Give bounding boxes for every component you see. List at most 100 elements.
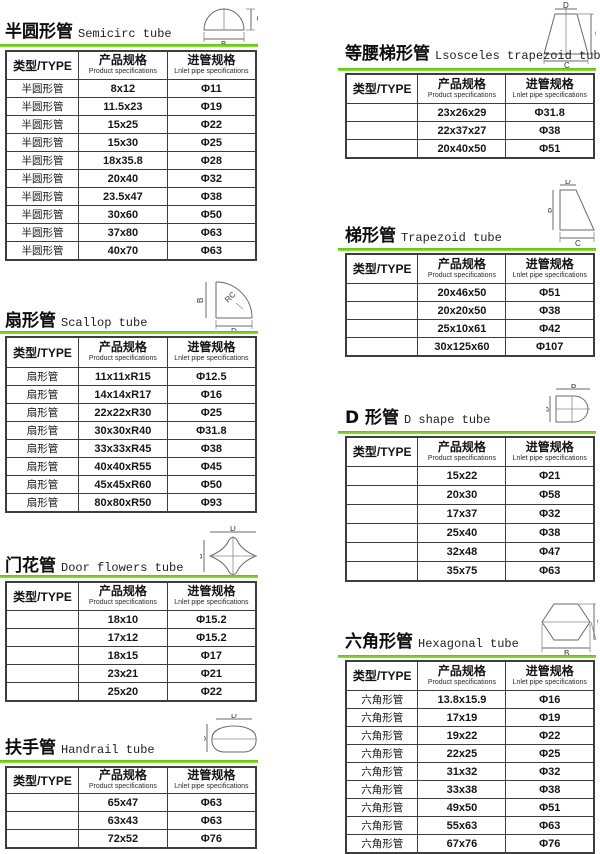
dim-label-d: D (230, 526, 236, 533)
table-row: 扇形管 33x33xR45 Φ38 (5, 439, 257, 458)
table-header-row: 类型/TYPE 产品规格 Product specifications 进管规格 L… (345, 436, 595, 467)
dim-label-b: B (196, 298, 205, 303)
cell-inlet: Φ16 (505, 690, 595, 709)
cell-spec: 80x80xR50 (78, 493, 168, 513)
table-row: 扇形管 45x45xR60 Φ50 (5, 475, 257, 494)
col-inlet-header: 进管规格 Lnlet pipe specifications (505, 253, 595, 284)
table-row: 半圆形管 40x70 Φ63 (5, 241, 257, 261)
cell-spec: 18x15 (78, 646, 168, 665)
cell-type (345, 139, 419, 159)
table-row: 半圆形管 30x60 Φ50 (5, 205, 257, 224)
cell-spec: 14x14xR17 (78, 385, 168, 404)
table-row: 23x26x29 Φ31.8 (345, 103, 595, 122)
cell-inlet: Φ19 (505, 708, 595, 727)
table-row: 半圆形管 37x80 Φ63 (5, 223, 257, 242)
cell-type (345, 466, 419, 486)
col-inlet-header: 进管规格 Lnlet pipe specifications (505, 660, 595, 691)
section-title-d-shape: D 形管 D shape tube (345, 408, 491, 428)
cell-type: 六角形管 (345, 834, 419, 854)
cell-spec: 22x25 (417, 744, 507, 763)
table-row: 35x75 Φ63 (345, 561, 595, 582)
d-shape-diagram: B D (546, 384, 590, 423)
handrail-table: 类型/TYPE 产品规格 Product specifications 进管规格 L… (5, 766, 257, 849)
cell-spec: 15x30 (78, 133, 168, 152)
dim-label-d: D (565, 180, 571, 186)
cell-type: 扇形管 (5, 385, 79, 404)
cell-spec: 32x48 (417, 542, 507, 562)
table-row: 六角形管 33x38 Φ38 (345, 780, 595, 799)
cell-type: 半圆形管 (5, 133, 79, 152)
table-row: 半圆形管 8x12 Φ11 (5, 79, 257, 98)
table-header-row: 类型/TYPE 产品规格 Product specifications 进管规格 L… (5, 766, 257, 794)
table-row: 18x10 Φ15.2 (5, 610, 257, 629)
table-header-row: 类型/TYPE 产品规格 Product specifications 进管规格 L… (345, 253, 595, 284)
cell-spec: 33x33xR45 (78, 439, 168, 458)
cell-type (345, 523, 419, 543)
table-body: 六角形管 13.8x15.9 Φ16 六角形管 17x19 Φ19 六角形管 19x22 Φ22… (345, 690, 595, 854)
cell-type (345, 121, 419, 140)
trapezoid-table: 类型/TYPE 产品规格 Product specifications 进管规格 L… (345, 253, 595, 357)
cell-inlet: Φ38 (166, 439, 257, 458)
cell-spec: 11.5x23 (78, 97, 168, 116)
section-title-hexagonal: 六角形管 Hexagonal tube (345, 632, 519, 652)
table-row: 17x37 Φ32 (345, 504, 595, 524)
cell-spec: 30x60 (78, 205, 168, 224)
col-spec-header: 产品规格 Product specifications (78, 581, 168, 611)
green-divider (338, 68, 596, 71)
dim-label-b: B (204, 736, 208, 741)
cell-type: 扇形管 (5, 367, 79, 386)
table-row: 63x43 Φ63 (5, 811, 257, 830)
table-row: 六角形管 55x63 Φ63 (345, 816, 595, 835)
table-row: 六角形管 31x32 Φ32 (345, 762, 595, 781)
cell-inlet: Φ16 (166, 385, 257, 404)
cell-inlet: Φ31.8 (166, 421, 257, 440)
cell-spec: 17x12 (78, 628, 168, 647)
cell-spec: 19x22 (417, 726, 507, 745)
cell-type: 半圆形管 (5, 79, 79, 98)
col-type-header: 类型/TYPE (345, 253, 419, 284)
cell-type: 半圆形管 (5, 115, 79, 134)
scallop-table: 类型/TYPE 产品规格 Product specifications 进管规格 L… (5, 336, 257, 513)
col-spec-header: 产品规格 Product specifications (417, 436, 507, 467)
cell-type: 六角形管 (345, 798, 419, 817)
cell-type: 六角形管 (345, 708, 419, 727)
cell-spec: 22x37x27 (417, 121, 507, 140)
dim-label-d: D (255, 16, 258, 22)
cell-spec: 20x20x50 (417, 301, 507, 320)
scallop-diagram: RC B D (196, 281, 253, 334)
table-row: 六角形管 13.8x15.9 Φ16 (345, 690, 595, 709)
table-row: 扇形管 22x22xR30 Φ25 (5, 403, 257, 422)
cell-type (345, 301, 419, 320)
cell-spec: 67x76 (417, 834, 507, 854)
col-type-header: 类型/TYPE (345, 73, 419, 104)
table-row: 扇形管 40x40xR55 Φ45 (5, 457, 257, 476)
section-title-zh: 半圆形管 (5, 22, 73, 42)
table-row: 15x22 Φ21 (345, 466, 595, 486)
cell-inlet: Φ38 (505, 121, 595, 140)
cell-inlet: Φ107 (505, 337, 595, 357)
cell-spec: 30x125x60 (417, 337, 507, 357)
col-type-header: 类型/TYPE (5, 766, 79, 794)
cell-type: 半圆形管 (5, 223, 79, 242)
cell-inlet: Φ63 (166, 223, 257, 242)
cell-type: 扇形管 (5, 475, 79, 494)
col-inlet-header: 进管规格 Lnlet pipe specifications (166, 336, 257, 368)
table-row: 20x40x50 Φ51 (345, 139, 595, 159)
cell-inlet: Φ15.2 (166, 610, 257, 629)
cell-spec: 25x40 (417, 523, 507, 543)
cell-inlet: Φ45 (166, 457, 257, 476)
cell-inlet: Φ25 (505, 744, 595, 763)
cell-spec: 63x43 (78, 811, 168, 830)
cell-inlet: Φ32 (505, 504, 595, 524)
dim-label-d: D (563, 2, 569, 10)
cell-spec: 25x10x61 (417, 319, 507, 338)
cell-inlet: Φ51 (505, 283, 595, 302)
cell-type: 六角形管 (345, 744, 419, 763)
table-row: 扇形管 11x11xR15 Φ12.5 (5, 367, 257, 386)
cell-spec: 31x32 (417, 762, 507, 781)
cell-type (5, 829, 79, 849)
cell-type (345, 542, 419, 562)
cell-type (345, 504, 419, 524)
dim-label-rc: RC (223, 290, 238, 305)
cell-type (5, 793, 79, 812)
